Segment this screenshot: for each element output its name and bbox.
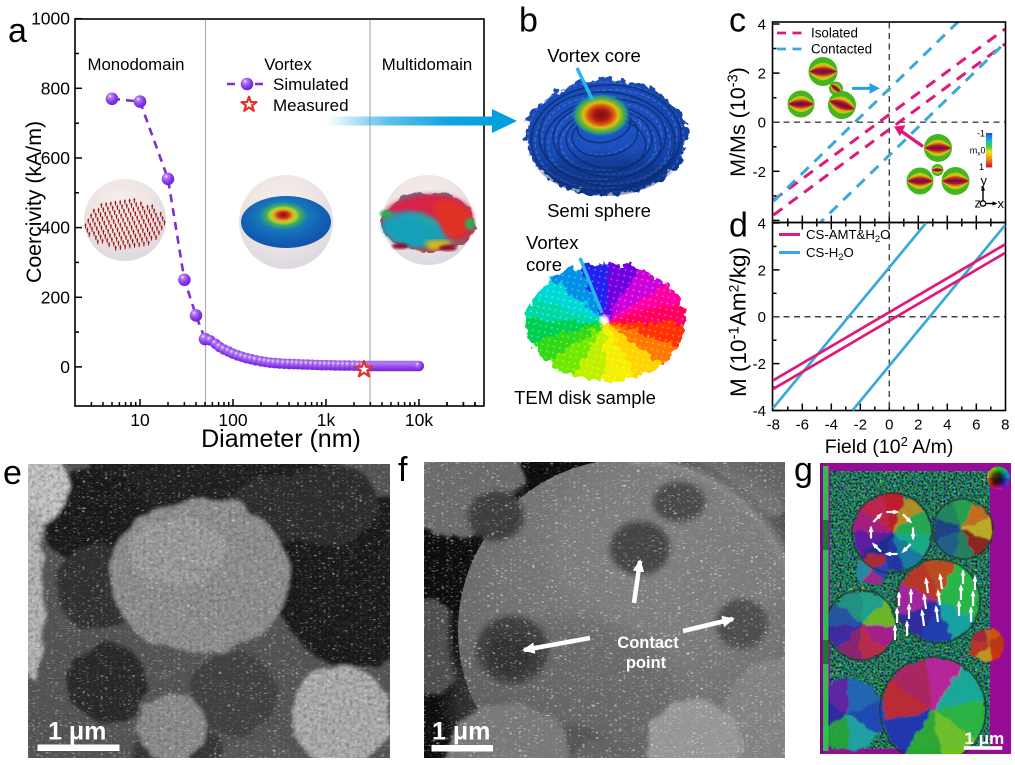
svg-text:CS-AMT&H2O: CS-AMT&H2O bbox=[806, 227, 890, 245]
svg-text:-4: -4 bbox=[825, 417, 838, 434]
svg-text:z: z bbox=[975, 196, 982, 211]
svg-text:-2: -2 bbox=[854, 417, 867, 434]
svg-text:200: 200 bbox=[41, 287, 70, 307]
svg-text:Measured: Measured bbox=[273, 96, 349, 115]
svg-text:1: 1 bbox=[979, 162, 984, 172]
svg-text:-4: -4 bbox=[753, 403, 766, 420]
svg-text:point: point bbox=[626, 654, 667, 672]
svg-text:2: 2 bbox=[758, 262, 766, 279]
svg-text:d: d bbox=[729, 207, 748, 245]
svg-text:Contacted: Contacted bbox=[811, 42, 872, 57]
svg-text:1 μm: 1 μm bbox=[965, 729, 1005, 748]
svg-text:TEM disk sample: TEM disk sample bbox=[514, 387, 656, 408]
svg-text:-2: -2 bbox=[753, 164, 766, 181]
svg-text:Diameter (nm): Diameter (nm) bbox=[201, 425, 361, 453]
svg-text:c: c bbox=[729, 2, 746, 40]
svg-text:M (10-1Am2/kg): M (10-1Am2/kg) bbox=[726, 247, 752, 397]
svg-text:Monodomain: Monodomain bbox=[87, 55, 184, 74]
svg-text:-8: -8 bbox=[767, 417, 780, 434]
svg-text:0: 0 bbox=[758, 115, 766, 132]
svg-text:b: b bbox=[519, 2, 538, 40]
svg-text:8: 8 bbox=[1001, 417, 1009, 434]
svg-text:Contact: Contact bbox=[617, 634, 679, 652]
svg-text:g: g bbox=[794, 451, 813, 489]
svg-text:e: e bbox=[3, 454, 22, 492]
svg-text:Field (102 A/m): Field (102 A/m) bbox=[825, 434, 954, 458]
svg-text:core: core bbox=[526, 254, 562, 275]
svg-text:Semi sphere: Semi sphere bbox=[547, 200, 651, 221]
svg-text:2: 2 bbox=[758, 66, 766, 83]
svg-text:Vortex: Vortex bbox=[526, 232, 579, 253]
svg-text:4: 4 bbox=[758, 17, 766, 34]
svg-text:Vortex: Vortex bbox=[264, 55, 312, 74]
svg-text:1000: 1000 bbox=[31, 9, 70, 29]
svg-text:Isolated: Isolated bbox=[811, 26, 858, 41]
svg-text:0: 0 bbox=[60, 357, 70, 377]
svg-text:10: 10 bbox=[130, 410, 150, 430]
svg-text:1 μm: 1 μm bbox=[432, 718, 490, 746]
svg-text:600: 600 bbox=[41, 148, 70, 168]
svg-text:-1: -1 bbox=[977, 129, 985, 139]
svg-text:2: 2 bbox=[914, 417, 922, 434]
svg-text:10k: 10k bbox=[405, 410, 433, 430]
svg-text:Coercivity (kA/m): Coercivity (kA/m) bbox=[22, 121, 46, 283]
svg-text:f: f bbox=[398, 451, 408, 489]
svg-text:1 μm: 1 μm bbox=[48, 718, 106, 746]
svg-text:Simulated: Simulated bbox=[273, 75, 349, 94]
svg-text:Vortex core: Vortex core bbox=[547, 45, 641, 66]
svg-text:x: x bbox=[998, 196, 1005, 211]
svg-text:1k: 1k bbox=[317, 410, 336, 430]
svg-text:4: 4 bbox=[758, 216, 766, 233]
svg-text:mx0: mx0 bbox=[970, 146, 986, 158]
svg-text:100: 100 bbox=[218, 410, 247, 430]
svg-text:-2: -2 bbox=[753, 356, 766, 373]
svg-text:-6: -6 bbox=[796, 417, 809, 434]
svg-text:4: 4 bbox=[943, 417, 951, 434]
svg-text:a: a bbox=[8, 12, 27, 50]
svg-text:800: 800 bbox=[41, 78, 70, 98]
svg-text:6: 6 bbox=[972, 417, 980, 434]
svg-text:0: 0 bbox=[885, 417, 893, 434]
svg-text:0: 0 bbox=[758, 309, 766, 326]
svg-text:y: y bbox=[981, 173, 988, 188]
svg-text:400: 400 bbox=[41, 218, 70, 238]
svg-text:Multidomain: Multidomain bbox=[382, 55, 472, 74]
